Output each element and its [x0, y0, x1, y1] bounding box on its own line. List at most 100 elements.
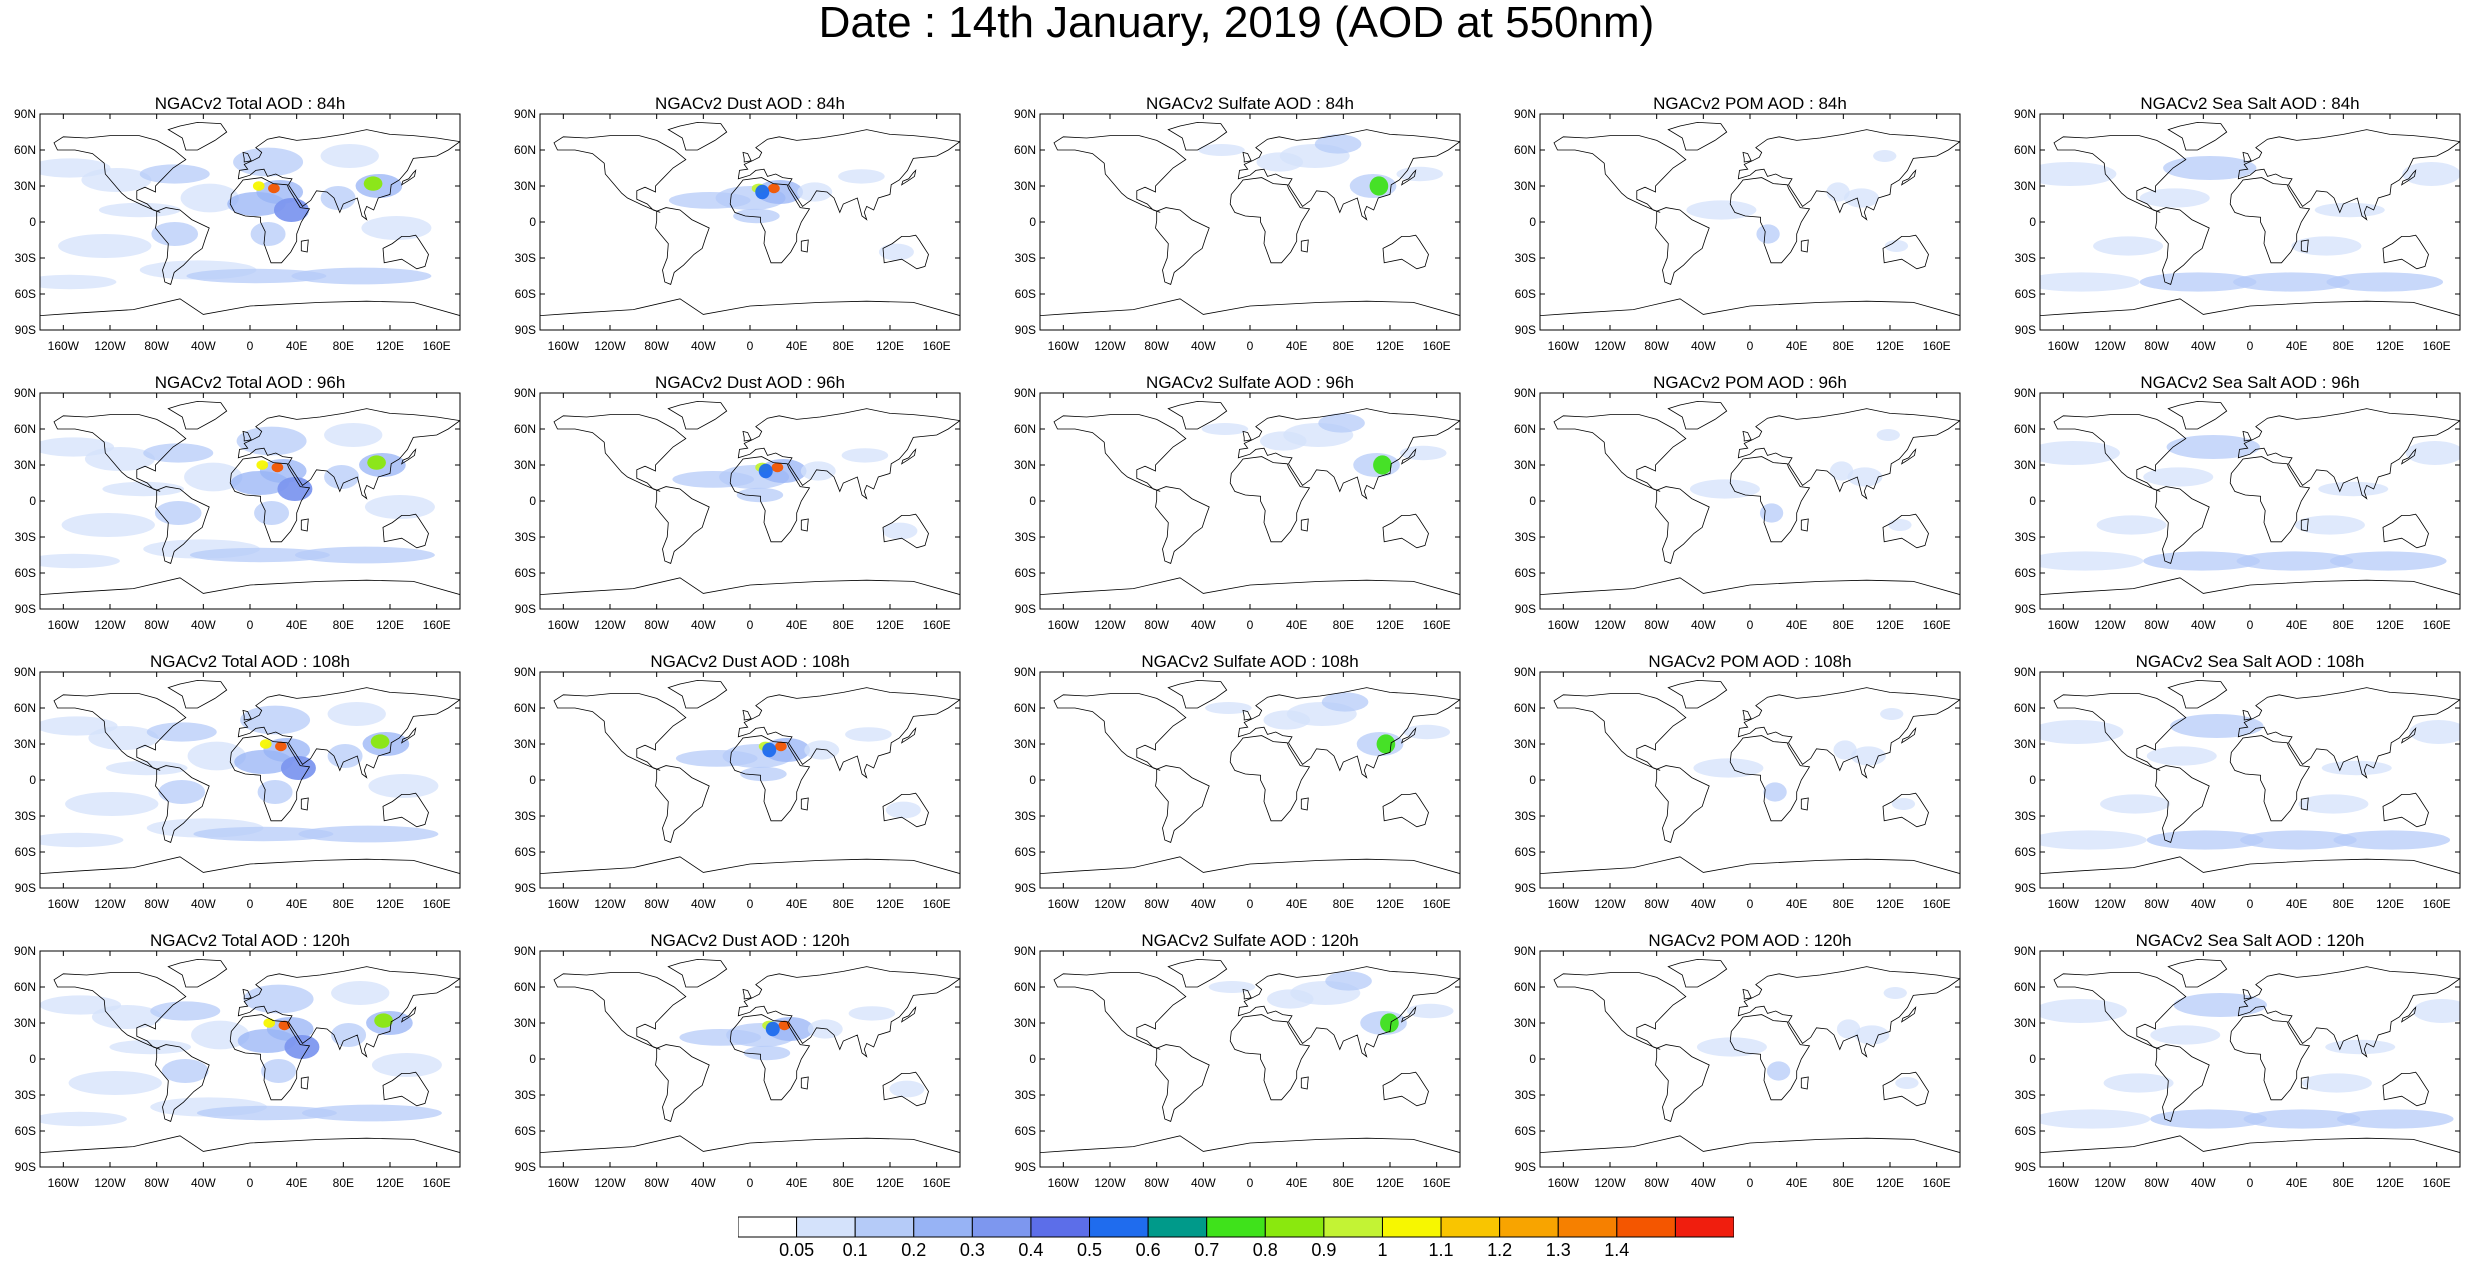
lat-tick-label: 30S — [15, 809, 36, 823]
map-plot: 90N 60N 30N 0 30S 60S 90S 160W 120W 80W 40W 0 40E 80E… — [1014, 665, 1461, 911]
lat-tick-label: 30S — [515, 251, 536, 265]
continent-africa — [1229, 1014, 1311, 1101]
aod-plume — [1205, 702, 1252, 714]
aod-field — [40, 981, 442, 1127]
aod-plume — [2040, 551, 2144, 571]
continent-eurasia — [1737, 687, 1960, 779]
coastlines — [1540, 679, 1960, 888]
lon-tick-label: 0 — [747, 618, 754, 632]
continent-antarctica — [40, 1135, 460, 1167]
aod-plume — [1380, 1013, 1399, 1033]
lon-tick-label: 80E — [2333, 618, 2354, 632]
coastlines — [1540, 121, 1960, 330]
continent-british-isles — [242, 709, 252, 721]
continent-eurasia — [737, 408, 960, 500]
lon-tick-label: 80E — [2333, 339, 2354, 353]
lon-tick-label: 0 — [1747, 618, 1754, 632]
aod-plume — [2166, 435, 2260, 459]
continent-british-isles — [2242, 709, 2252, 721]
continent-africa — [229, 735, 311, 822]
continent-north-america — [1553, 414, 1687, 492]
continent-north-america — [2053, 135, 2187, 213]
lon-tick-label: 120E — [876, 897, 904, 911]
lon-tick-label: 40E — [286, 897, 307, 911]
lon-tick-label: 160E — [1423, 1176, 1451, 1190]
continent-madagascar — [2300, 797, 2309, 811]
continent-africa — [229, 177, 311, 264]
coastlines — [540, 679, 960, 888]
map-panel-dust-1: NGACv2 Dust AOD : 84h 90N 60N 30N 0 30S 60S 90S… — [500, 94, 1000, 372]
lon-tick-label: 0 — [2247, 1176, 2254, 1190]
colorbar-label: 1.3 — [1546, 1240, 1571, 1260]
continent-greenland — [167, 958, 228, 988]
coastlines — [1540, 958, 1960, 1167]
aod-plume — [250, 222, 286, 246]
aod-plume — [324, 465, 360, 489]
map-plot: 90N 60N 30N 0 30S 60S 90S 160W 120W 80W 40W 0 40E 80E… — [2014, 944, 2461, 1190]
continent-australia — [382, 1071, 429, 1107]
lat-tick-label: 60N — [14, 422, 36, 436]
continent-north-america — [1553, 135, 1687, 213]
lon-tick-label: 40E — [786, 1176, 807, 1190]
lat-tick-label: 90S — [2015, 602, 2036, 616]
colorbar-swatch — [1616, 1216, 1676, 1238]
continent-british-isles — [1742, 709, 1752, 721]
continent-madagascar — [2300, 1076, 2309, 1090]
continent-australia — [882, 1071, 929, 1107]
aod-plume — [65, 792, 159, 816]
lon-tick-label: 0 — [2247, 618, 2254, 632]
lon-tick-label: 160E — [1923, 897, 1951, 911]
lat-tick-label: 90S — [515, 602, 536, 616]
continent-north-america — [1053, 135, 1187, 213]
lon-tick-label: 80W — [644, 897, 669, 911]
continent-greenland — [2167, 958, 2228, 988]
lat-tick-label: 30N — [14, 179, 36, 193]
aod-plume — [81, 168, 152, 192]
aod-plume — [2301, 1073, 2372, 1093]
lat-tick-label: 0 — [1029, 494, 1036, 508]
lon-tick-label: 160E — [423, 1176, 451, 1190]
colorbar-label: 1.2 — [1487, 1240, 1512, 1260]
colorbar-swatch — [1323, 1216, 1383, 1238]
lat-tick-label: 60S — [1515, 1124, 1536, 1138]
lon-tick-label: 160E — [1423, 339, 1451, 353]
aod-plume — [2040, 1109, 2151, 1129]
lon-tick-label: 0 — [1747, 1176, 1754, 1190]
aod-plume — [364, 495, 435, 519]
panel-title: NGACv2 Sea Salt AOD : 96h — [2140, 373, 2360, 392]
aod-plume — [1876, 429, 1900, 441]
aod-plume — [1833, 740, 1857, 760]
aod-plume — [848, 1006, 896, 1021]
continent-north-america — [2053, 414, 2187, 492]
continent-north-america — [1053, 972, 1187, 1050]
aod-plume — [1399, 445, 1447, 461]
continent-japan — [1401, 727, 1417, 744]
continent-british-isles — [242, 988, 252, 1000]
aod-plume — [2093, 236, 2164, 256]
lat-tick-label: 30S — [2015, 809, 2036, 823]
lon-tick-label: 160W — [48, 1176, 80, 1190]
map-plot: 90N 60N 30N 0 30S 60S 90S 160W 120W 80W 40W 0 40E 80E… — [1514, 944, 1961, 1190]
lon-tick-label: 160W — [1048, 1176, 1080, 1190]
continent-south-america — [2155, 207, 2210, 285]
lat-tick-label: 60S — [515, 566, 536, 580]
lat-tick-label: 60S — [515, 1124, 536, 1138]
map-plot: 90N 60N 30N 0 30S 60S 90S 160W 120W 80W 40W 0 40E 80E… — [1514, 665, 1961, 911]
panel-title: NGACv2 Sulfate AOD : 108h — [1141, 652, 1359, 671]
aod-plume — [58, 234, 152, 258]
aod-plume — [1847, 467, 1883, 487]
continent-british-isles — [1742, 988, 1752, 1000]
map-panel-sea-salt-3: NGACv2 Sea Salt AOD : 108h 90N 60N 30N 0 30S 6… — [2000, 652, 2473, 930]
aod-plume — [2040, 272, 2140, 292]
aod-plume — [2402, 162, 2460, 186]
lon-tick-label: 120E — [1376, 339, 1404, 353]
lat-tick-label: 30S — [1515, 530, 1536, 544]
lon-tick-label: 120E — [1376, 1176, 1404, 1190]
continent-eurasia — [2237, 966, 2460, 1058]
lon-tick-label: 120E — [876, 339, 904, 353]
map-panel-total-2: NGACv2 Total AOD : 96h 90N 60N 30N 0 30S 60S 90… — [0, 373, 500, 651]
lon-tick-label: 120E — [1376, 618, 1404, 632]
aod-plume — [1696, 1037, 1767, 1057]
aod-plume — [150, 1001, 221, 1021]
continent-north-america — [553, 972, 687, 1050]
